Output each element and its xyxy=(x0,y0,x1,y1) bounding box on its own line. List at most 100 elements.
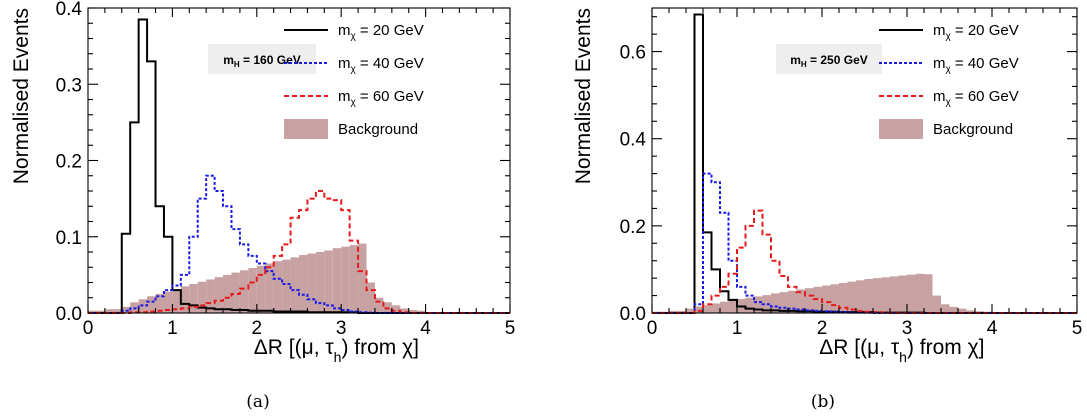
background-bin xyxy=(155,293,164,313)
chart-panel-2: 0 1 2 3 4 5 0.0 0.2 0.4 0.6 Normalised Events ΔR [(… xyxy=(572,7,1083,412)
background-bin xyxy=(788,290,797,313)
background-bin xyxy=(728,300,737,313)
background-bin xyxy=(400,308,409,313)
background-bin xyxy=(958,308,967,313)
background-bin xyxy=(315,252,325,313)
x-tick-label: 2 xyxy=(817,318,828,339)
y-tick-label: 0.0 xyxy=(56,304,82,325)
background-bin xyxy=(941,304,950,313)
background-bin xyxy=(924,274,933,313)
x-tick-label: 4 xyxy=(420,318,431,339)
legend-label-background: Background xyxy=(933,121,1013,138)
panel-caption: (a) xyxy=(246,392,269,412)
background-bin xyxy=(711,303,720,313)
x-tick-label: 1 xyxy=(732,318,743,339)
background-bin xyxy=(890,276,899,313)
background-bin xyxy=(324,250,333,313)
background-bin xyxy=(163,291,173,313)
x-tick-label: 3 xyxy=(902,318,913,339)
background-histogram xyxy=(88,243,510,313)
x-tick-label: 0 xyxy=(83,318,94,339)
background-bin xyxy=(796,289,805,313)
background-bin xyxy=(366,282,375,313)
background-bin xyxy=(290,257,299,313)
background-bin xyxy=(206,279,215,313)
background-bin xyxy=(273,261,283,313)
background-bin xyxy=(265,263,274,313)
legend-label-2: mχ = 40 GeV xyxy=(338,55,424,75)
chart-panel-1: 0 1 2 3 4 5 0.0 0.1 0.2 0.3 0.4 Normalised Events ΔR… xyxy=(10,0,515,412)
x-axis-title: ΔR [(μ, τh) from χ] xyxy=(819,336,984,365)
y-tick-label: 0.0 xyxy=(620,304,646,325)
background-bin xyxy=(847,281,856,313)
background-bin xyxy=(189,284,198,313)
background-bin xyxy=(223,274,232,313)
background-bin xyxy=(332,248,342,313)
legend-swatch-background xyxy=(879,119,923,139)
background-bin xyxy=(907,274,916,313)
x-axis-title: ΔR [(μ, τh) from χ] xyxy=(254,336,419,365)
background-bin xyxy=(341,246,350,313)
x-tick-label: 3 xyxy=(336,318,347,339)
legend-label-1: mχ = 20 GeV xyxy=(338,22,424,42)
y-axis-title: Normalised Events xyxy=(10,8,33,184)
background-bin xyxy=(932,295,941,313)
background-bin xyxy=(214,277,224,313)
background-bin xyxy=(805,288,814,313)
legend-label-3: mχ = 60 GeV xyxy=(338,88,424,108)
mass-label-box xyxy=(208,44,316,74)
background-bin xyxy=(873,278,882,313)
x-tick-label: 2 xyxy=(252,318,263,339)
background-bin xyxy=(172,289,181,313)
plot-frame xyxy=(651,7,1078,314)
background-bin xyxy=(898,275,907,313)
background-bin xyxy=(256,265,266,313)
y-axis-title: Normalised Events xyxy=(572,8,595,184)
signal-series-2 xyxy=(88,174,510,314)
background-bin xyxy=(147,296,156,313)
background-bin xyxy=(745,297,754,313)
signal-series-3 xyxy=(652,209,1077,314)
x-tick-label: 1 xyxy=(167,318,178,339)
y-tick-label: 0.4 xyxy=(56,0,83,20)
background-bin xyxy=(686,308,695,313)
background-bin xyxy=(694,306,703,313)
legend-label-2: mχ = 40 GeV xyxy=(933,55,1019,75)
y-tick-label: 0.1 xyxy=(56,228,82,249)
x-tick-label: 5 xyxy=(505,318,516,339)
background-bin xyxy=(248,268,257,313)
y-tick-label: 0.4 xyxy=(620,130,647,151)
y-tick-label: 0.2 xyxy=(620,217,646,238)
y-tick-label: 0.2 xyxy=(56,152,82,173)
background-bin xyxy=(349,245,359,313)
background-bin xyxy=(762,295,771,313)
x-tick-label: 0 xyxy=(647,318,658,339)
background-bin xyxy=(703,305,712,313)
background-bin xyxy=(282,259,291,313)
mass-label: mH = 250 GeV xyxy=(790,53,868,69)
background-bin xyxy=(864,279,873,313)
background-bin xyxy=(239,270,249,313)
background-bin xyxy=(720,301,729,313)
legend-label-1: mχ = 20 GeV xyxy=(933,22,1019,42)
background-bin xyxy=(374,297,384,313)
legend: mχ = 20 GeV mχ = 40 GeV mχ = 60 GeV Backgro… xyxy=(879,22,1019,139)
background-bin xyxy=(856,280,865,313)
x-tick-label: 4 xyxy=(987,318,998,339)
mass-label-box xyxy=(776,44,882,74)
legend-label-3: mχ = 60 GeV xyxy=(933,88,1019,108)
y-tick-label: 0.6 xyxy=(620,43,646,64)
background-bin xyxy=(822,285,831,313)
legend: mχ = 20 GeV mχ = 40 GeV mχ = 60 GeV Backgro… xyxy=(284,22,424,139)
background-bin xyxy=(88,310,105,313)
background-bin xyxy=(104,309,122,313)
background-bin xyxy=(881,277,890,313)
background-bin xyxy=(307,253,316,313)
background-bin xyxy=(180,286,190,313)
x-tick-label: 5 xyxy=(1072,318,1083,339)
background-bin xyxy=(669,310,686,313)
legend-swatch-background xyxy=(284,119,328,139)
background-bin xyxy=(830,284,839,313)
panel-caption: (b) xyxy=(811,392,835,412)
